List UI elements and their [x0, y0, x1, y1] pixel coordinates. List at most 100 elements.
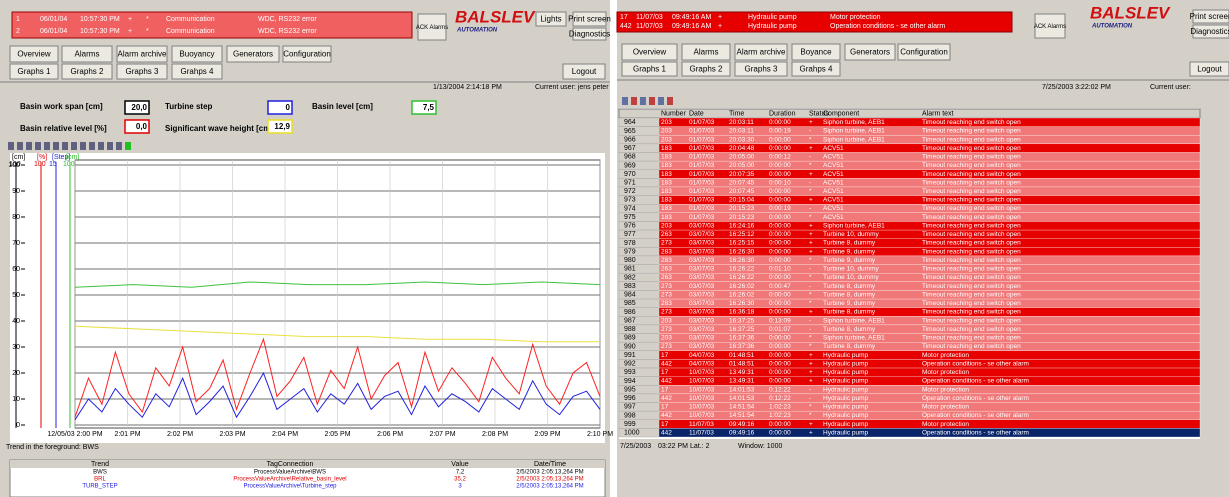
alarm-cell: 0:13:09 — [769, 317, 791, 324]
alarm-cell: 10/07/03 — [689, 378, 715, 385]
button[interactable]: Graphs 3 — [734, 61, 788, 77]
alarm-cell: 183 — [661, 188, 672, 195]
row-id: 974 — [624, 205, 636, 212]
alarm-cell: 03/07/03 — [689, 283, 715, 290]
button[interactable]: Print screen — [568, 11, 611, 27]
button[interactable]: Configuration — [897, 43, 951, 61]
toolbar-icon — [62, 142, 68, 150]
toolbar-icon — [17, 142, 23, 150]
alarm-cell: Turbine 10, dummy — [823, 274, 880, 281]
alarm-cell: 16:26:30 — [729, 248, 755, 255]
button[interactable]: Diagnostics — [1190, 24, 1229, 39]
alarm-row[interactable] — [658, 428, 1201, 438]
button[interactable]: Generators — [226, 45, 280, 63]
alarm-cell: 263 — [661, 274, 672, 281]
button[interactable]: Grahps 4 — [171, 63, 223, 80]
button[interactable]: Grahps 4 — [791, 61, 841, 77]
alarm-cell: ACV51 — [823, 162, 844, 169]
table-cell: 35,2 — [454, 477, 466, 483]
alarm-cell: 0:00:19 — [769, 128, 791, 135]
button[interactable]: Print screen — [1190, 9, 1229, 24]
button-label: Generators — [850, 48, 890, 57]
button[interactable]: Alarm archive — [116, 45, 168, 63]
brand: BALSLEV — [455, 7, 536, 26]
button[interactable]: ACK Alarms — [1034, 13, 1066, 39]
button-face — [791, 61, 841, 77]
alarm-cell: - — [809, 317, 811, 324]
y-tick-label: 100 — [8, 162, 20, 169]
button-label: Boyance — [800, 48, 832, 57]
row-id: 996 — [624, 395, 636, 402]
button[interactable]: Generators — [844, 43, 896, 61]
button[interactable]: Boyance — [791, 43, 841, 61]
alarm-cell: Timeout reaching end switch open — [922, 291, 1021, 298]
button[interactable]: Graphs 2 — [681, 61, 731, 77]
alarm-cell: 0:00:00 — [769, 257, 791, 264]
alarm-cell: 14:51:54 — [729, 412, 755, 419]
button[interactable]: Overview — [9, 45, 59, 63]
trend-line — [74, 281, 601, 288]
button[interactable]: Graphs 3 — [116, 63, 168, 80]
alarm-cell: Hydraulic pump — [823, 378, 869, 385]
alarm-cell: Turbine 10, dummy — [823, 266, 880, 273]
button[interactable]: Logout — [562, 63, 606, 80]
button[interactable]: ACK Alarms — [416, 13, 448, 41]
param-box — [124, 100, 150, 115]
alarm-cell: - — [809, 128, 811, 135]
button-label: ACK Alarms — [1034, 24, 1066, 30]
alarm-cell: 03/07/03 — [689, 326, 715, 333]
alarm-cell: 01/07/03 — [689, 171, 715, 178]
alarm-cell: 0:00:00 — [769, 119, 791, 126]
button[interactable]: Alarm archive — [734, 43, 788, 61]
column-header: Alarm text — [922, 110, 954, 117]
alarm-cell: WDC, RS232 error — [258, 16, 317, 23]
alarm-cell: 10/07/03 — [689, 395, 715, 402]
alarm-cell: 10/07/03 — [689, 369, 715, 376]
button[interactable]: Lights — [535, 11, 567, 27]
alarm-cell: + — [809, 171, 813, 178]
alarm-cell: 01:48:51 — [729, 352, 755, 359]
alarm-cell: 0:00:10 — [769, 179, 791, 186]
table-header — [618, 108, 1201, 119]
alarm-cell: 20:03:11 — [729, 128, 754, 135]
alarm-cell: 442 — [661, 395, 672, 402]
y-tick-label: 0 — [16, 422, 20, 429]
button-label: Print screen — [1190, 12, 1229, 21]
button-face — [572, 27, 607, 41]
button[interactable]: Alarms — [681, 43, 731, 61]
alarm-cell: + — [809, 429, 813, 436]
column-header: Component — [823, 110, 859, 117]
toolbar-icon — [116, 142, 122, 150]
alarm-cell: 03/07/03 — [689, 222, 715, 229]
alarm-cell: 283 — [661, 300, 672, 307]
alarm-cell: Hydraulic pump — [823, 369, 869, 376]
button[interactable]: Logout — [1189, 61, 1229, 77]
alarm-cell: 17 — [661, 369, 669, 376]
button[interactable]: Configuration — [282, 45, 332, 63]
alarm-cell: Timeout reaching end switch open — [922, 248, 1021, 255]
toolbar-icon — [44, 142, 50, 150]
axis-top: 100 — [34, 161, 46, 168]
button[interactable]: Alarms — [61, 45, 113, 63]
button-face — [1192, 9, 1229, 24]
button[interactable]: Graphs 1 — [9, 63, 59, 80]
alarm-cell: Siphon turbine, AEB1 — [823, 136, 885, 143]
button-face — [734, 43, 788, 61]
button-label: ACK Alarms — [416, 25, 448, 31]
button[interactable]: Buoyancy — [171, 45, 223, 63]
button[interactable]: Overview — [621, 43, 678, 61]
button[interactable]: Diagnostics — [569, 27, 610, 41]
alarm-cell: Timeout reaching end switch open — [922, 197, 1021, 204]
alarm-cell: 273 — [661, 240, 672, 247]
alarm-band — [616, 11, 1013, 33]
button-face — [417, 13, 447, 41]
alarm-cell: 1:02:23 — [769, 412, 791, 419]
toolbar-icon — [80, 142, 86, 150]
button[interactable]: Graphs 2 — [61, 63, 113, 80]
table-cell: ProcessValueArchive\Turbine_step — [243, 484, 337, 490]
alarm-cell: Timeout reaching end switch open — [922, 300, 1021, 307]
alarm-cell: - — [809, 395, 811, 402]
alarm-cell: 0:00:12 — [769, 154, 791, 161]
button[interactable]: Graphs 1 — [621, 61, 678, 77]
